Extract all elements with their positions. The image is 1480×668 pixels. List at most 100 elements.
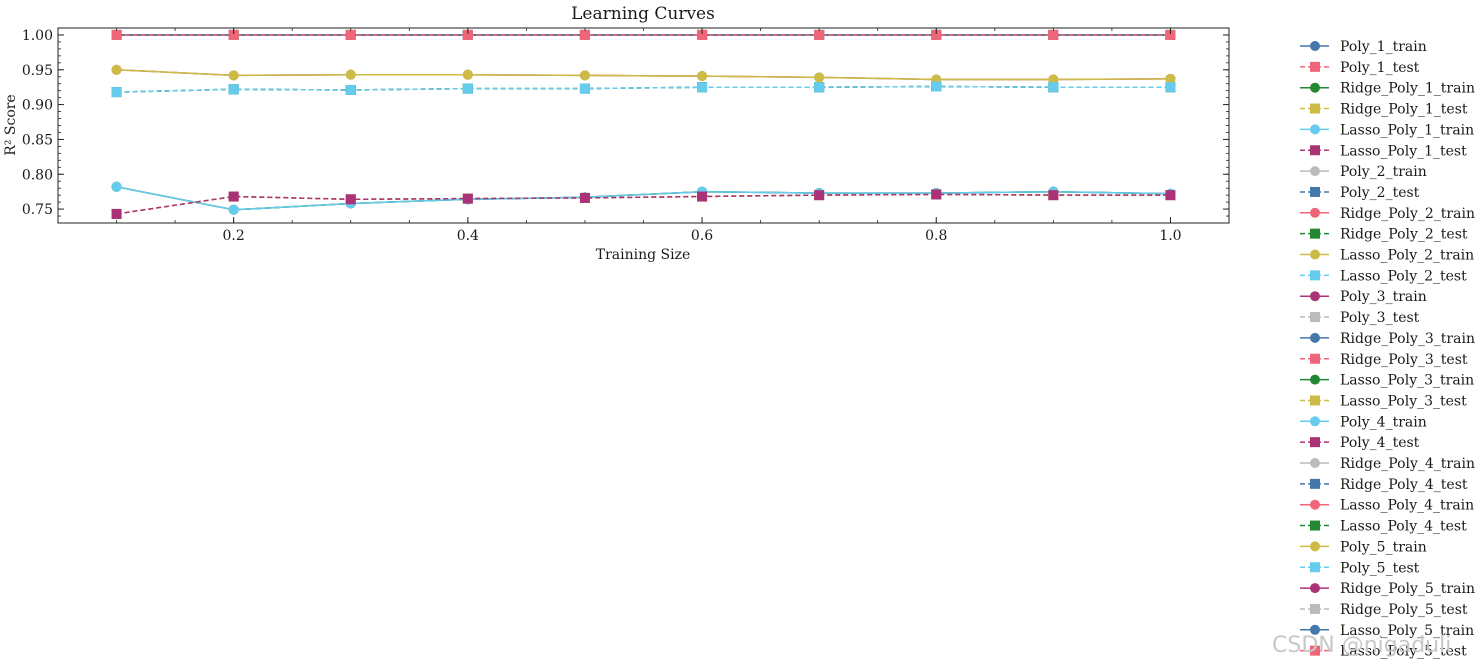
- legend-item: Lasso_Poly_4_test: [1300, 519, 1467, 535]
- legend-marker: [1310, 458, 1320, 468]
- legend-marker: [1310, 166, 1320, 177]
- legend-marker: [1310, 583, 1320, 594]
- legend-label: Ridge_Poly_3_train: [1340, 331, 1475, 347]
- data-point: [1048, 190, 1059, 201]
- legend-marker: [1310, 541, 1320, 552]
- legend-label: Lasso_Poly_2_test: [1340, 268, 1467, 284]
- legend-label: Ridge_Poly_4_train: [1340, 456, 1475, 472]
- legend-item: Lasso_Poly_2_train: [1300, 248, 1474, 264]
- legend-label: Ridge_Poly_3_test: [1340, 352, 1468, 368]
- x-tick-label: 0.6: [691, 228, 713, 244]
- legend-item: Poly_5_test: [1300, 560, 1420, 576]
- legend-label: Ridge_Poly_2_train: [1340, 206, 1475, 222]
- series-Poly_1_train: [111, 181, 1176, 215]
- legend-item: Ridge_Poly_1_test: [1300, 102, 1468, 118]
- legend-item: Poly_1_test: [1300, 60, 1420, 76]
- legend-item: Lasso_Poly_3_train: [1300, 373, 1474, 389]
- legend-item: Ridge_Poly_4_train: [1300, 456, 1475, 472]
- data-point: [931, 29, 942, 40]
- legend-label: Poly_5_test: [1340, 560, 1420, 576]
- data-point: [814, 29, 825, 40]
- series-Ridge_Poly_1_train: [111, 181, 1176, 215]
- legend-item: Ridge_Poly_5_train: [1300, 581, 1475, 597]
- legend-item: Ridge_Poly_3_test: [1300, 352, 1468, 368]
- series-line: [116, 186, 1171, 211]
- legend-marker: [1310, 353, 1320, 364]
- x-tick-label: 0.4: [457, 228, 479, 244]
- data-point: [462, 193, 473, 204]
- x-tick-label: 1.0: [1159, 228, 1181, 244]
- data-point: [697, 82, 708, 93]
- data-point: [345, 29, 356, 40]
- legend-item: Poly_5_train: [1300, 539, 1427, 555]
- legend-label: Ridge_Poly_1_train: [1340, 81, 1475, 97]
- plot-area: [57, 27, 1230, 224]
- legend-label: Poly_4_train: [1340, 414, 1427, 430]
- legend-marker: [1310, 499, 1320, 510]
- data-point: [1048, 82, 1059, 93]
- legend-marker: [1310, 207, 1320, 218]
- legend-marker: [1310, 603, 1320, 614]
- legend-label: Poly_3_test: [1340, 310, 1420, 326]
- legend-label: Lasso_Poly_4_test: [1340, 519, 1467, 535]
- legend-label: Poly_2_test: [1340, 185, 1420, 201]
- legend-label: Lasso_Poly_3_train: [1340, 373, 1474, 389]
- y-tick-label: 0.90: [22, 98, 53, 114]
- data-point: [462, 69, 473, 80]
- x-tick-label: 0.2: [223, 228, 245, 244]
- y-tick-label: 0.80: [22, 167, 53, 183]
- legend-item: Lasso_Poly_1_test: [1300, 143, 1467, 159]
- data-point: [931, 189, 942, 200]
- legend-label: Poly_1_train: [1340, 39, 1427, 55]
- series-line: [116, 85, 1171, 93]
- y-axis-label: R² Score: [3, 94, 19, 155]
- data-point: [228, 191, 239, 202]
- legend-marker: [1310, 645, 1320, 656]
- data-point: [111, 208, 122, 219]
- legend-marker: [1310, 249, 1320, 260]
- data-point: [228, 204, 239, 215]
- x-axis: 0.2 0.4 0.6 0.8 1.0: [116, 28, 1182, 244]
- data-point: [1048, 74, 1059, 85]
- legend-item: Poly_3_train: [1300, 289, 1427, 305]
- legend-marker: [1310, 520, 1320, 531]
- legend-item: Poly_2_train: [1300, 164, 1427, 180]
- legend-item: Ridge_Poly_4_test: [1300, 477, 1468, 493]
- legend-item: Ridge_Poly_2_train: [1300, 206, 1475, 222]
- data-point: [462, 29, 473, 40]
- legend-item: Ridge_Poly_3_train: [1300, 331, 1475, 347]
- legend-marker: [1310, 395, 1320, 406]
- legend-marker: [1310, 478, 1320, 489]
- legend-marker: [1310, 61, 1320, 72]
- legend-label: Poly_4_test: [1340, 435, 1420, 451]
- legend-item: Poly_4_train: [1300, 414, 1427, 430]
- chart-title: Learning Curves: [571, 4, 715, 24]
- legend-marker: [1310, 312, 1320, 323]
- series-Lasso_Poly_2_train: [111, 64, 1176, 85]
- data-point: [345, 69, 356, 80]
- legend-label: Ridge_Poly_5_test: [1340, 602, 1468, 618]
- legend-item: Ridge_Poly_1_train: [1300, 81, 1475, 97]
- data-point: [111, 64, 122, 75]
- data-point: [228, 70, 239, 81]
- data-point: [1165, 29, 1176, 40]
- legend-marker: [1310, 562, 1320, 573]
- y-tick-label: 0.95: [22, 63, 53, 79]
- data-point: [931, 81, 942, 92]
- legend-item: Lasso_Poly_5_train: [1300, 623, 1474, 639]
- legend-label: Lasso_Poly_1_train: [1340, 122, 1474, 138]
- data-point: [697, 71, 708, 82]
- data-point: [697, 29, 708, 40]
- data-point: [814, 190, 825, 201]
- legend-item: Poly_4_test: [1300, 435, 1420, 451]
- y-tick-label: 1.00: [22, 28, 53, 44]
- data-point: [579, 83, 590, 94]
- data-point: [814, 72, 825, 83]
- legend-marker: [1310, 124, 1320, 135]
- data-point: [579, 192, 590, 203]
- series-Lasso_Poly_1_train: [111, 181, 1176, 215]
- y-axis: 0.75 0.80 0.85 0.90 0.95 1.00: [22, 28, 1229, 218]
- legend-label: Ridge_Poly_1_test: [1340, 102, 1468, 118]
- legend-label: Lasso_Poly_3_test: [1340, 393, 1467, 409]
